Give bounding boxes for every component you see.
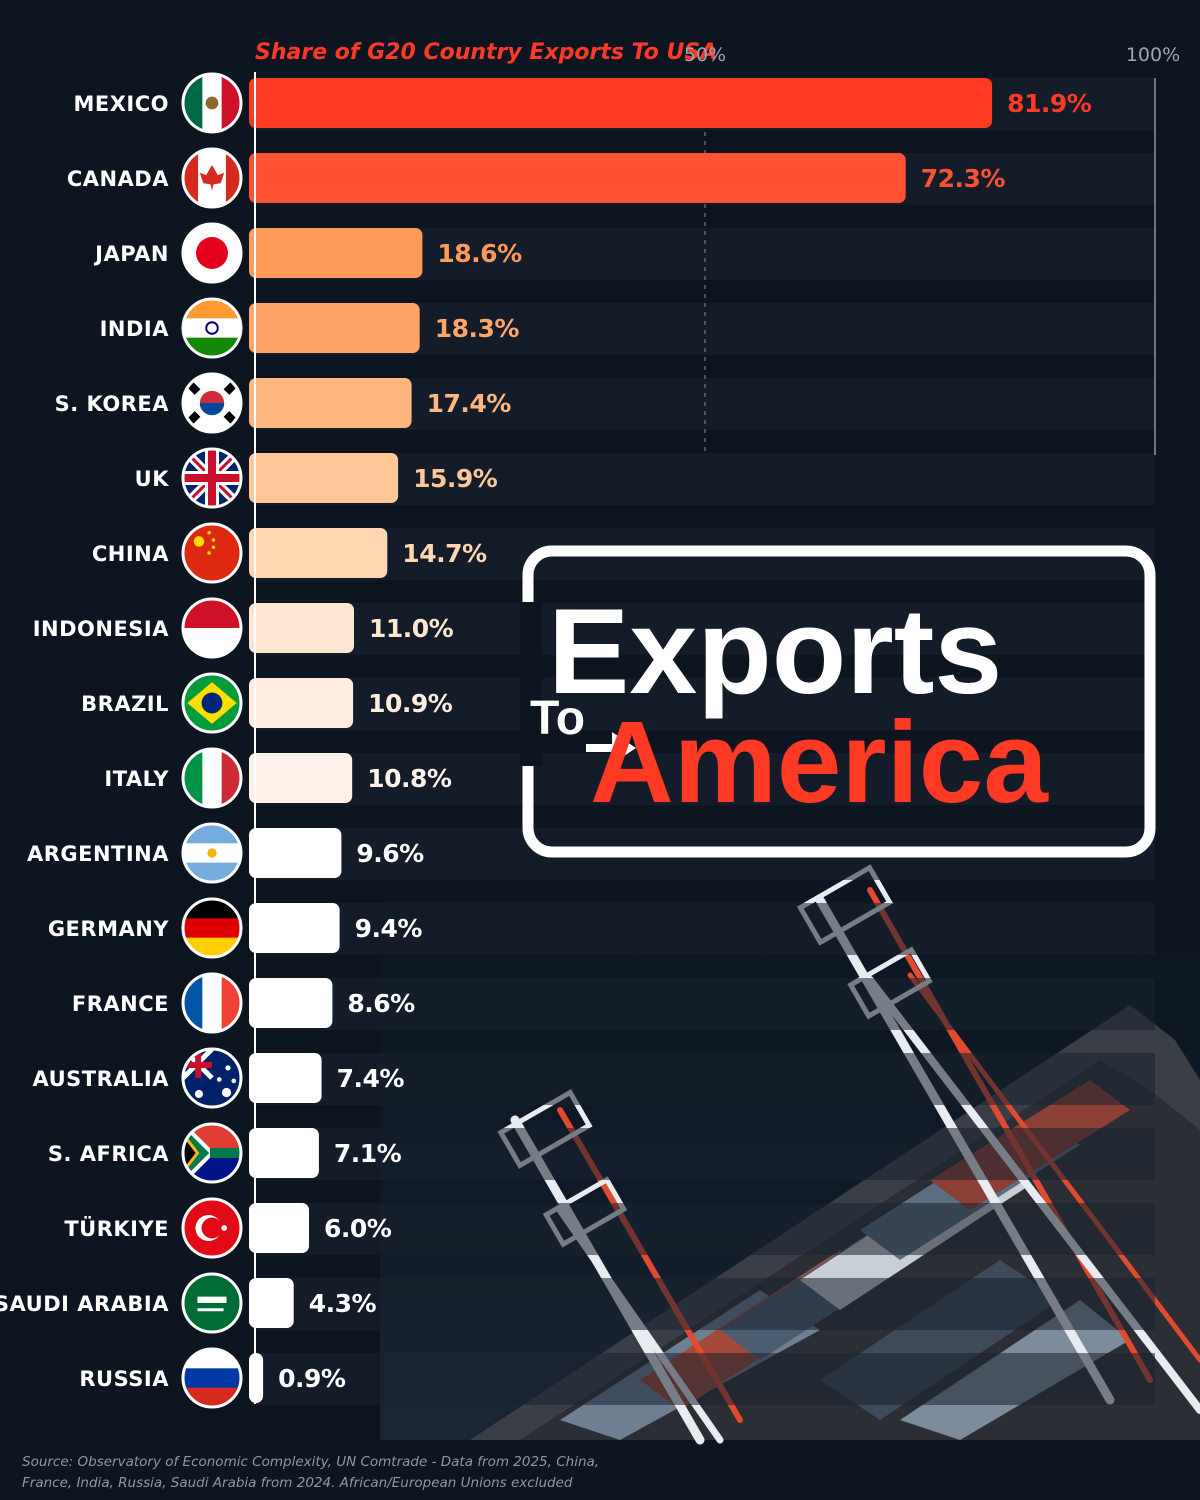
- category-label-s-korea: S. KOREA: [55, 392, 170, 416]
- bar-track-saudi-arabia: [255, 1278, 1155, 1330]
- value-label-s-korea: 17.4%: [427, 389, 512, 418]
- bar-saudi-arabia: [249, 1278, 294, 1328]
- mexico-flag: [181, 72, 243, 134]
- arrow-right-icon: [586, 732, 636, 764]
- bar-track-italy: [255, 753, 1155, 805]
- argentina-flag: [181, 822, 243, 884]
- tick-label-100: 100%: [1126, 44, 1180, 66]
- bar-france: [249, 978, 333, 1028]
- bar-canada: [249, 153, 906, 203]
- bar-track-australia: [255, 1053, 1155, 1105]
- category-label-japan: JAPAN: [93, 242, 169, 266]
- france-flag: [181, 972, 243, 1034]
- value-label-s-africa: 7.1%: [334, 1139, 402, 1168]
- bar-argentina: [249, 828, 342, 878]
- bar-japan: [249, 228, 423, 278]
- south-korea-flag: [181, 372, 243, 434]
- india-flag: [181, 297, 243, 359]
- value-label-canada: 72.3%: [921, 164, 1006, 193]
- value-label-india: 18.3%: [435, 314, 520, 343]
- uk-flag: [181, 447, 243, 509]
- germany-flag: [181, 897, 243, 959]
- category-label-canada: CANADA: [67, 167, 169, 191]
- value-label-brazil: 10.9%: [368, 689, 453, 718]
- category-label-s-africa: S. AFRICA: [48, 1142, 169, 1166]
- bar-india: [249, 303, 420, 353]
- value-label-japan: 18.6%: [437, 239, 522, 268]
- turkiye-flag: [181, 1197, 243, 1259]
- bar-track-s-africa: [255, 1128, 1155, 1180]
- bar-mexico: [249, 78, 993, 128]
- logo-exports: Exports: [548, 583, 1002, 719]
- bar-china: [249, 528, 388, 578]
- exports-to-america-logo: Exports To America: [520, 545, 1156, 858]
- value-label-china: 14.7%: [402, 539, 487, 568]
- category-label-china: CHINA: [92, 542, 169, 566]
- russia-flag: [181, 1347, 243, 1409]
- bar-brazil: [249, 678, 354, 728]
- bar-s-africa: [249, 1128, 319, 1178]
- logo-to: To: [530, 692, 585, 745]
- bar-track-t-rkiye: [255, 1203, 1155, 1255]
- bar-track-germany: [255, 903, 1155, 955]
- category-label-italy: ITALY: [104, 767, 169, 791]
- bar-s-korea: [249, 378, 412, 428]
- logo-america: America: [590, 697, 1049, 827]
- category-label-australia: AUSTRALIA: [33, 1067, 170, 1091]
- value-label-france: 8.6%: [347, 989, 415, 1018]
- bar-track-indonesia: [255, 603, 1155, 655]
- china-flag: [181, 522, 243, 584]
- category-label-brazil: BRAZIL: [81, 692, 169, 716]
- value-label-uk: 15.9%: [413, 464, 498, 493]
- category-label-france: FRANCE: [72, 992, 169, 1016]
- chart-title: Share of G20 Country Exports To USA: [255, 40, 717, 65]
- source-note: Source: Observatory of Economic Complexi…: [22, 1454, 600, 1491]
- value-label-italy: 10.8%: [367, 764, 452, 793]
- category-label-russia: RUSSIA: [79, 1367, 169, 1391]
- tick-label-50: 50%: [684, 44, 726, 66]
- value-label-t-rkiye: 6.0%: [324, 1214, 392, 1243]
- bar-uk: [249, 453, 399, 503]
- category-label-india: INDIA: [100, 317, 170, 341]
- category-label-indonesia: INDONESIA: [33, 617, 170, 641]
- bar-track-uk: [255, 453, 1155, 505]
- bar-russia: [249, 1353, 264, 1403]
- italy-flag: [181, 747, 243, 809]
- bar-track-france: [255, 978, 1155, 1030]
- australia-flag: [181, 1047, 243, 1109]
- bar-australia: [249, 1053, 322, 1103]
- japan-flag: [181, 222, 243, 284]
- value-label-russia: 0.9%: [278, 1364, 346, 1393]
- value-label-saudi-arabia: 4.3%: [309, 1289, 377, 1318]
- bar-indonesia: [249, 603, 354, 653]
- value-label-argentina: 9.6%: [356, 839, 424, 868]
- bar-track-russia: [255, 1353, 1155, 1405]
- category-label-saudi-arabia: SAUDI ARABIA: [0, 1292, 169, 1316]
- value-label-mexico: 81.9%: [1007, 89, 1092, 118]
- brazil-flag: [181, 672, 243, 734]
- category-label-t-rkiye: TÜRKIYE: [64, 1216, 169, 1241]
- bar-track-brazil: [255, 678, 1155, 730]
- category-label-mexico: MEXICO: [73, 92, 169, 116]
- indonesia-flag: [181, 597, 243, 659]
- category-label-uk: UK: [135, 467, 170, 491]
- value-label-germany: 9.4%: [355, 914, 423, 943]
- saudi-arabia-flag: [181, 1272, 243, 1334]
- category-label-argentina: ARGENTINA: [27, 842, 169, 866]
- value-label-australia: 7.4%: [337, 1064, 405, 1093]
- bar-t-rkiye: [249, 1203, 309, 1253]
- bar-germany: [249, 903, 340, 953]
- canada-flag: [181, 147, 243, 209]
- category-label-germany: GERMANY: [48, 917, 169, 941]
- bar-italy: [249, 753, 353, 803]
- value-label-indonesia: 11.0%: [369, 614, 454, 643]
